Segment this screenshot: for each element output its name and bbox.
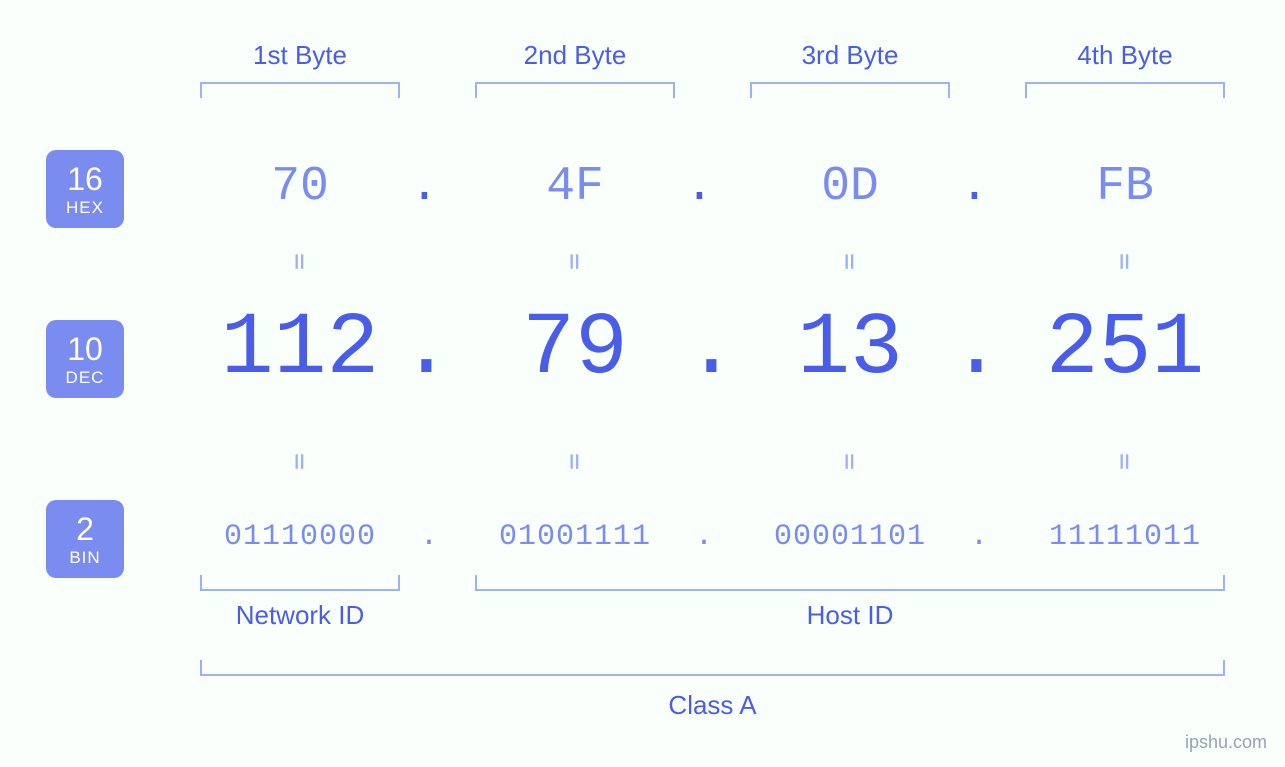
hex-dot-1: . <box>410 160 439 214</box>
network-id-bracket <box>200 575 400 591</box>
class-label: Class A <box>200 690 1225 721</box>
bin-byte-3: 00001101 <box>750 520 950 554</box>
host-id-label: Host ID <box>475 600 1225 631</box>
badge-bin-num: 2 <box>76 513 94 545</box>
bin-dot-1: . <box>420 520 438 554</box>
badge-bin: 2 BIN <box>46 500 124 578</box>
top-bracket-4 <box>1025 82 1225 98</box>
dec-dot-3: . <box>950 300 1003 399</box>
badge-hex: 16 HEX <box>46 150 124 228</box>
byte-header-2: 2nd Byte <box>475 40 675 71</box>
byte-header-3: 3rd Byte <box>750 40 950 71</box>
host-id-bracket <box>475 575 1225 591</box>
network-id-label: Network ID <box>200 600 400 631</box>
byte-header-4: 4th Byte <box>1025 40 1225 71</box>
dec-dot-1: . <box>400 300 453 399</box>
class-bracket <box>200 660 1225 676</box>
badge-dec: 10 DEC <box>46 320 124 398</box>
badge-dec-label: DEC <box>66 369 105 386</box>
badge-hex-num: 16 <box>67 163 103 195</box>
badge-hex-label: HEX <box>66 199 104 216</box>
bin-byte-1: 01110000 <box>200 520 400 554</box>
hex-dot-2: . <box>685 160 714 214</box>
bin-dot-2: . <box>695 520 713 554</box>
bin-byte-2: 01001111 <box>475 520 675 554</box>
top-bracket-3 <box>750 82 950 98</box>
top-bracket-1 <box>200 82 400 98</box>
bin-dot-3: . <box>970 520 988 554</box>
bin-byte-4: 11111011 <box>1025 520 1225 554</box>
dec-dot-2: . <box>685 300 738 399</box>
watermark: ipshu.com <box>1185 732 1267 753</box>
badge-dec-num: 10 <box>67 333 103 365</box>
hex-dot-3: . <box>960 160 989 214</box>
badge-bin-label: BIN <box>69 549 100 566</box>
ip-diagram: 1st Byte 2nd Byte 3rd Byte 4th Byte 16 H… <box>0 0 1285 767</box>
top-bracket-2 <box>475 82 675 98</box>
byte-header-1: 1st Byte <box>200 40 400 71</box>
